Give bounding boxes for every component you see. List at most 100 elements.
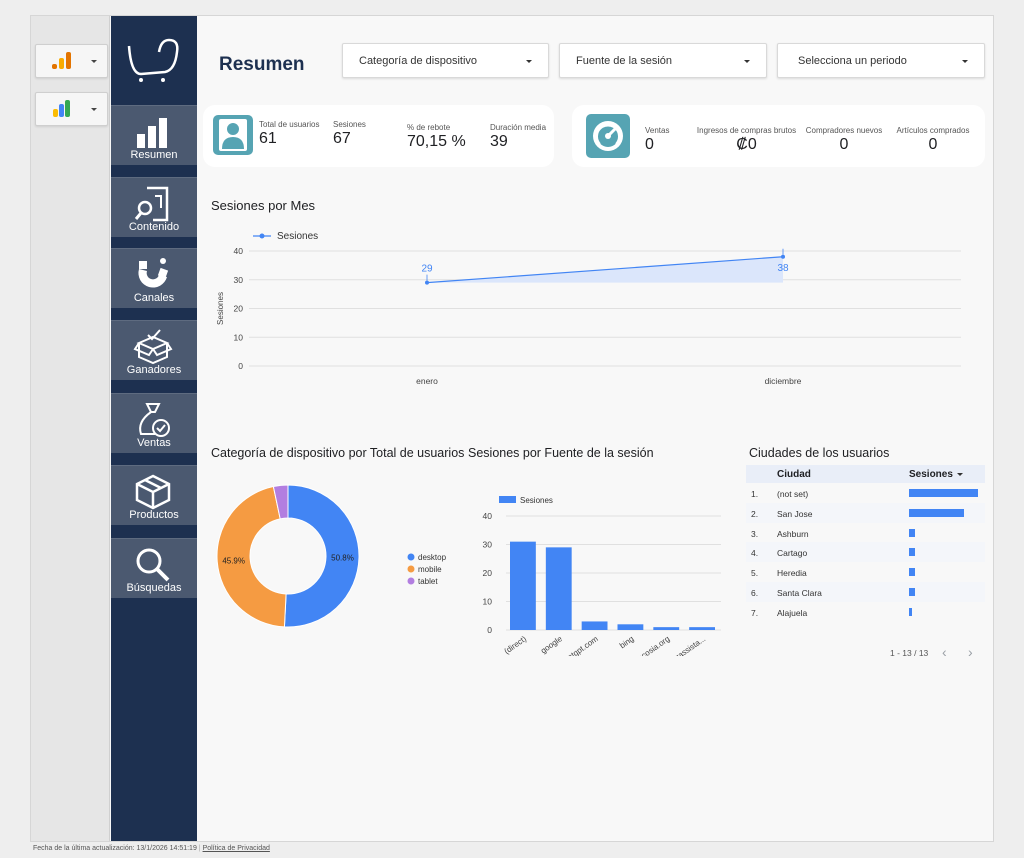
pie-slice[interactable] [216,485,287,628]
legend-label: mobile [418,565,442,574]
series-line [426,256,784,284]
open-box-icon [133,329,173,365]
last-updated-text: Fecha de la última actualización: 13/1/2… [33,845,197,852]
table-row[interactable]: 4. Cartago [746,542,985,563]
row-sessions-bar [909,528,915,537]
kpi-label: Ventas [645,126,670,135]
kpi-value: 0 [645,136,654,153]
chevron-down-icon [962,60,968,63]
legend-label: tablet [418,577,438,586]
prev-page-icon[interactable]: ‹ [942,644,947,660]
row-city: Santa Clara [777,587,822,598]
x-tick-label: ecosia.org [636,634,671,656]
kpi-avg-duration: Duración media 39 [490,123,546,151]
next-page-icon[interactable]: › [968,644,973,660]
x-tick-label: enero [416,376,438,386]
nav-item-4[interactable]: Ventas [111,393,197,453]
nav-item-6[interactable]: Búsquedas [111,538,197,598]
nav-label: Ganadores [126,364,182,376]
nav-item-2[interactable]: Canales [111,248,197,308]
device-donut-chart: 50.8% 45.9% desktop mobile tablet [216,484,446,628]
source-chart-title: Sesiones por Fuente de la sesión [468,446,654,460]
pie-slice[interactable] [283,484,360,628]
table-row[interactable]: 1. (not set) [746,483,985,503]
row-city: Cartago [777,548,808,559]
y-tick-label: 30 [234,275,244,285]
analytics-source-button[interactable] [35,44,108,78]
kpi-total-users: Total de usuarios 61 [259,120,319,148]
kpi-label: Duración media [490,123,547,132]
kpi-label: Artículos comprados [896,126,970,135]
chevron-down-icon [526,60,532,63]
pagination-label: 1 - 13 / 13 [890,648,929,658]
table-row[interactable]: 6. Santa Clara [746,581,985,602]
nav-item-3[interactable]: Ganadores [111,320,197,380]
table-row[interactable]: 5. Heredia [746,562,985,582]
slice-label: 50.8% [331,553,354,562]
nav-item-5[interactable]: Productos [111,465,197,525]
nav-label: Canales [133,292,175,304]
kpi-value: 39 [490,133,508,150]
kpi-items-purchased: Artículos comprados 0 [893,126,973,154]
sessions-chart-title: Sesiones por Mes [211,198,316,213]
footer: Fecha de la última actualización: 13/1/2… [33,845,270,852]
kpi-value: ₡0 [736,136,757,153]
sidebar: Resumen Contenido Canales Ganadores Ventas Pr… [111,16,197,841]
bar-chart-icon [137,118,167,148]
chevron-down-icon [744,60,750,63]
table-row[interactable]: 3. Ashburn [746,523,985,543]
row-sessions-bar [909,489,978,497]
content-search-icon [134,186,169,222]
kpi-new-buyers: Compradores nuevos 0 [803,126,885,154]
kpi-label: % de rebote [407,123,451,132]
slice-label: 45.9% [222,556,245,565]
sort-desc-icon[interactable] [957,473,963,476]
kpi-sales: Ventas 0 [645,126,669,154]
nav-item-1[interactable]: Contenido [111,177,197,237]
cities-title: Ciudades de los usuarios [749,446,890,460]
filter-label: Categoría de dispositivo [359,55,478,67]
bar[interactable] [653,627,680,630]
legend-label: Sesiones [520,496,553,505]
nav-label: Productos [129,509,179,521]
data-point[interactable] [781,254,785,259]
row-sessions-bar [909,568,915,577]
bar[interactable] [510,541,536,630]
legend-swatch [407,565,415,573]
pie-slice[interactable] [272,484,289,520]
kpi-value: 0 [928,136,938,153]
date-range-filter[interactable]: Selecciona un periodo [777,43,985,78]
legend-label: Sesiones [277,231,318,242]
money-bag-icon [139,403,170,437]
nav-item-0[interactable]: Resumen [111,105,197,165]
bar[interactable] [689,627,715,630]
y-tick-label: 10 [483,597,493,607]
device-category-filter[interactable]: Categoría de dispositivo [342,43,549,78]
cart-logo-icon [127,38,179,82]
table-row[interactable]: 2. San Jose [746,502,985,523]
bar[interactable] [581,621,608,630]
ads-source-button[interactable] [35,92,108,126]
nav-label: Contenido [128,221,180,233]
bar[interactable] [617,624,644,630]
y-tick-label: 30 [483,540,493,550]
x-tick-label: lagassista... [667,634,707,656]
kpi-bounce-rate: % de rebote 70,15 % [407,123,466,151]
y-tick-label: 10 [234,332,244,342]
y-tick-label: 40 [234,246,244,256]
data-point[interactable] [425,280,429,285]
source-bar-chart: Sesiones 0 10 20 30 40 (direct) googlechatgpt.c… [483,496,721,656]
kpi-value: 0 [839,136,849,153]
col-sessions-header[interactable]: Sesiones [909,469,953,480]
bar[interactable] [545,547,572,630]
table-row[interactable]: 7. Alajuela [746,602,985,622]
users-kpi-card: Total de usuarios 61 Sesiones 67 % de re… [203,105,554,167]
col-city-header[interactable]: Ciudad [777,469,811,480]
google-ads-analytics-icon [53,100,70,117]
legend-swatch [499,496,516,503]
session-source-filter[interactable]: Fuente de la sesión [559,43,767,78]
y-axis-label: Sesiones [216,292,225,325]
kpi-value: 70,15 % [407,133,466,150]
privacy-policy-link[interactable]: Política de Privacidad [202,845,270,852]
legend-label: desktop [418,553,446,562]
